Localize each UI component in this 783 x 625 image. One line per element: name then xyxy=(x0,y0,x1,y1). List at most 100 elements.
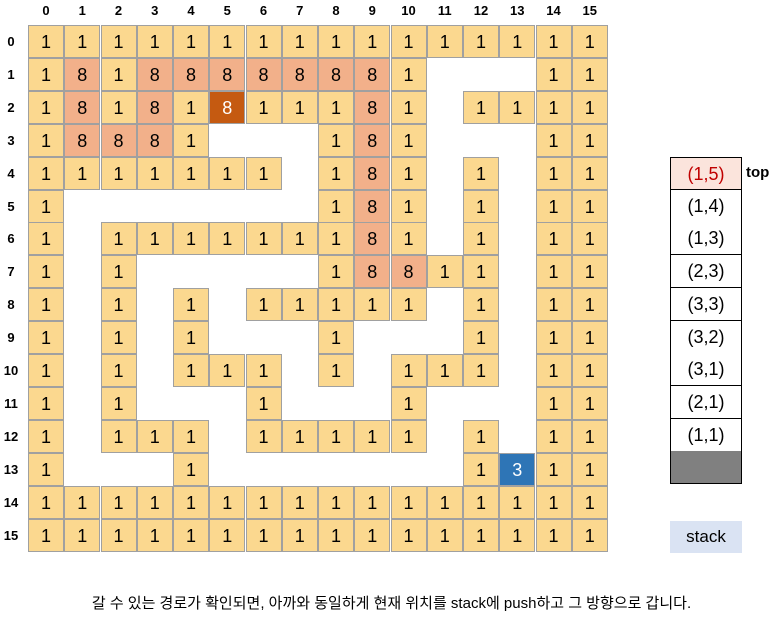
wall-cell: 1 xyxy=(318,518,354,552)
wall-cell: 1 xyxy=(100,321,137,355)
wall-cell: 1 xyxy=(28,90,64,124)
wall-cell: 1 xyxy=(390,90,427,124)
wall-cell: 1 xyxy=(535,90,572,124)
wall-cell: 1 xyxy=(100,354,137,387)
wall-cell: 1 xyxy=(390,156,427,190)
path-cell xyxy=(499,255,536,289)
wall-cell: 1 xyxy=(136,419,173,453)
wall-cell: 1 xyxy=(535,189,572,223)
wall-cell: 1 xyxy=(28,288,64,322)
wall-cell: 1 xyxy=(100,156,137,190)
path-cell xyxy=(136,354,173,387)
path-cell xyxy=(209,189,246,223)
wall-cell: 1 xyxy=(136,25,173,58)
wall-cell: 1 xyxy=(390,288,427,322)
wall-cell: 1 xyxy=(136,156,173,190)
wall-cell: 1 xyxy=(28,156,64,190)
wall-cell: 1 xyxy=(245,518,282,552)
path-cell xyxy=(426,452,463,486)
wall-cell: 1 xyxy=(318,255,354,289)
path-cell xyxy=(209,255,246,289)
path-cell xyxy=(100,189,137,223)
wall-cell: 1 xyxy=(463,156,499,190)
wall-cell: 1 xyxy=(245,288,282,322)
path-cell xyxy=(499,386,536,420)
column-header-8: 8 xyxy=(332,3,340,18)
visited-cell: 8 xyxy=(64,90,101,124)
wall-cell: 1 xyxy=(571,518,608,552)
visited-cell: 8 xyxy=(354,255,391,289)
path-cell xyxy=(209,419,246,453)
wall-cell: 1 xyxy=(100,255,137,289)
wall-cell: 1 xyxy=(173,321,209,355)
wall-cell: 1 xyxy=(318,419,354,453)
path-cell xyxy=(281,255,318,289)
path-cell xyxy=(64,189,101,223)
wall-cell: 1 xyxy=(390,123,427,157)
wall-cell: 1 xyxy=(571,123,608,157)
visited-cell: 8 xyxy=(209,57,246,91)
current-position-cell: 8 xyxy=(209,90,246,124)
column-header-9: 9 xyxy=(368,3,376,18)
wall-cell: 1 xyxy=(535,321,572,355)
wall-cell: 1 xyxy=(318,90,354,124)
path-cell xyxy=(64,222,101,256)
column-header-6: 6 xyxy=(259,3,268,18)
path-cell xyxy=(173,386,209,420)
wall-cell: 1 xyxy=(136,222,173,256)
wall-cell: 1 xyxy=(463,419,499,453)
wall-cell: 1 xyxy=(209,518,246,552)
wall-cell: 1 xyxy=(535,354,572,387)
wall-cell: 1 xyxy=(499,90,536,124)
wall-cell: 1 xyxy=(463,25,499,58)
path-cell xyxy=(354,452,391,486)
visited-cell: 8 xyxy=(354,90,391,124)
visited-cell: 8 xyxy=(318,57,354,91)
wall-cell: 1 xyxy=(463,354,499,387)
wall-cell: 1 xyxy=(499,25,536,58)
column-header-11: 11 xyxy=(437,3,452,18)
wall-cell: 1 xyxy=(28,452,64,486)
wall-cell: 1 xyxy=(535,123,572,157)
path-cell xyxy=(426,288,463,322)
wall-cell: 1 xyxy=(281,485,318,519)
path-cell xyxy=(499,288,536,322)
visited-cell: 8 xyxy=(64,57,101,91)
visited-cell: 8 xyxy=(281,57,318,91)
path-cell xyxy=(499,57,536,91)
wall-cell: 1 xyxy=(390,25,427,58)
wall-cell: 1 xyxy=(64,25,101,58)
path-cell xyxy=(136,452,173,486)
wall-cell: 1 xyxy=(426,485,463,519)
visited-cell: 8 xyxy=(64,123,101,157)
wall-cell: 1 xyxy=(535,57,572,91)
wall-cell: 1 xyxy=(426,255,463,289)
wall-cell: 1 xyxy=(390,354,427,387)
path-cell xyxy=(281,386,318,420)
path-cell xyxy=(136,321,173,355)
stack-label: stack xyxy=(670,521,742,553)
row-header-6: 6 xyxy=(7,231,15,247)
wall-cell: 1 xyxy=(463,485,499,519)
path-cell xyxy=(354,321,391,355)
stack-entry: (1,4) xyxy=(670,189,742,223)
wall-cell: 1 xyxy=(209,156,246,190)
wall-cell: 1 xyxy=(571,419,608,453)
wall-cell: 1 xyxy=(390,518,427,552)
path-cell xyxy=(281,156,318,190)
path-cell xyxy=(499,123,536,157)
wall-cell: 1 xyxy=(318,354,354,387)
wall-cell: 1 xyxy=(245,354,282,387)
wall-cell: 1 xyxy=(209,222,246,256)
wall-cell: 1 xyxy=(318,123,354,157)
path-cell xyxy=(245,255,282,289)
wall-cell: 1 xyxy=(499,485,536,519)
wall-cell: 1 xyxy=(281,90,318,124)
wall-cell: 1 xyxy=(28,321,64,355)
wall-cell: 1 xyxy=(571,321,608,355)
stack-entry: (3,2) xyxy=(670,320,742,354)
path-cell xyxy=(426,90,463,124)
path-cell xyxy=(209,452,246,486)
path-cell xyxy=(390,321,427,355)
stack-entry: (3,3) xyxy=(670,287,742,321)
